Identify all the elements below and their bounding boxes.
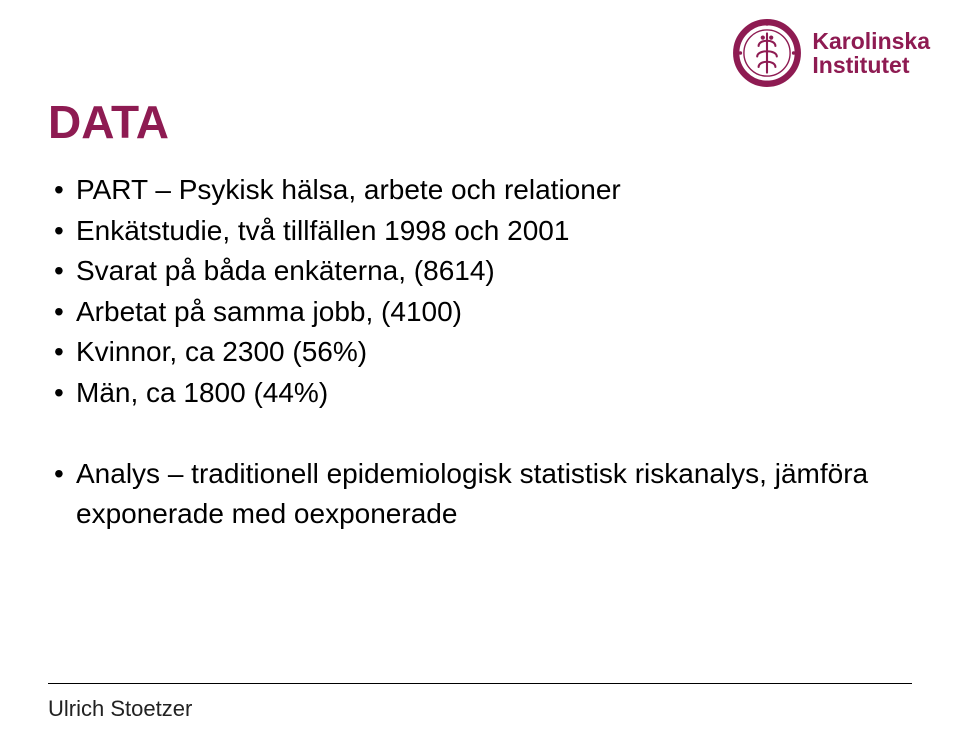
list-item-text: Enkätstudie, två tillfällen 1998 och 200… [76, 211, 900, 252]
brand-name-line1: Karolinska [812, 29, 930, 53]
list-item-text: PART – Psykisk hälsa, arbete och relatio… [76, 170, 900, 211]
slide-title: DATA [48, 95, 169, 149]
bullet-icon: • [48, 454, 76, 535]
list-item: • PART – Psykisk hälsa, arbete och relat… [48, 170, 900, 211]
list-item-text: Kvinnor, ca 2300 (56%) [76, 332, 900, 373]
bullet-icon: • [48, 251, 76, 292]
brand-logo: Karolinska Institutet [732, 18, 930, 88]
brand-name: Karolinska Institutet [812, 29, 930, 77]
bullet-list: • PART – Psykisk hälsa, arbete och relat… [48, 170, 900, 535]
bullet-icon: • [48, 373, 76, 414]
list-item-text: Arbetat på samma jobb, (4100) [76, 292, 900, 333]
list-item-text: Män, ca 1800 (44%) [76, 373, 900, 414]
list-item: • Arbetat på samma jobb, (4100) [48, 292, 900, 333]
list-item-text: Analys – traditionell epidemiologisk sta… [76, 454, 900, 535]
bullet-icon: • [48, 332, 76, 373]
list-item: • Svarat på båda enkäterna, (8614) [48, 251, 900, 292]
seal-icon [732, 18, 802, 88]
list-item: • Män, ca 1800 (44%) [48, 373, 900, 414]
list-item: • Kvinnor, ca 2300 (56%) [48, 332, 900, 373]
list-item: • Analys – traditionell epidemiologisk s… [48, 454, 900, 535]
list-spacer [48, 414, 900, 454]
list-item-text: Svarat på båda enkäterna, (8614) [76, 251, 900, 292]
list-item: • Enkätstudie, två tillfällen 1998 och 2… [48, 211, 900, 252]
brand-name-line2: Institutet [812, 53, 930, 77]
bullet-icon: • [48, 170, 76, 211]
bullet-icon: • [48, 292, 76, 333]
bullet-icon: • [48, 211, 76, 252]
footer-rule [48, 683, 912, 684]
author-name: Ulrich Stoetzer [48, 696, 192, 722]
